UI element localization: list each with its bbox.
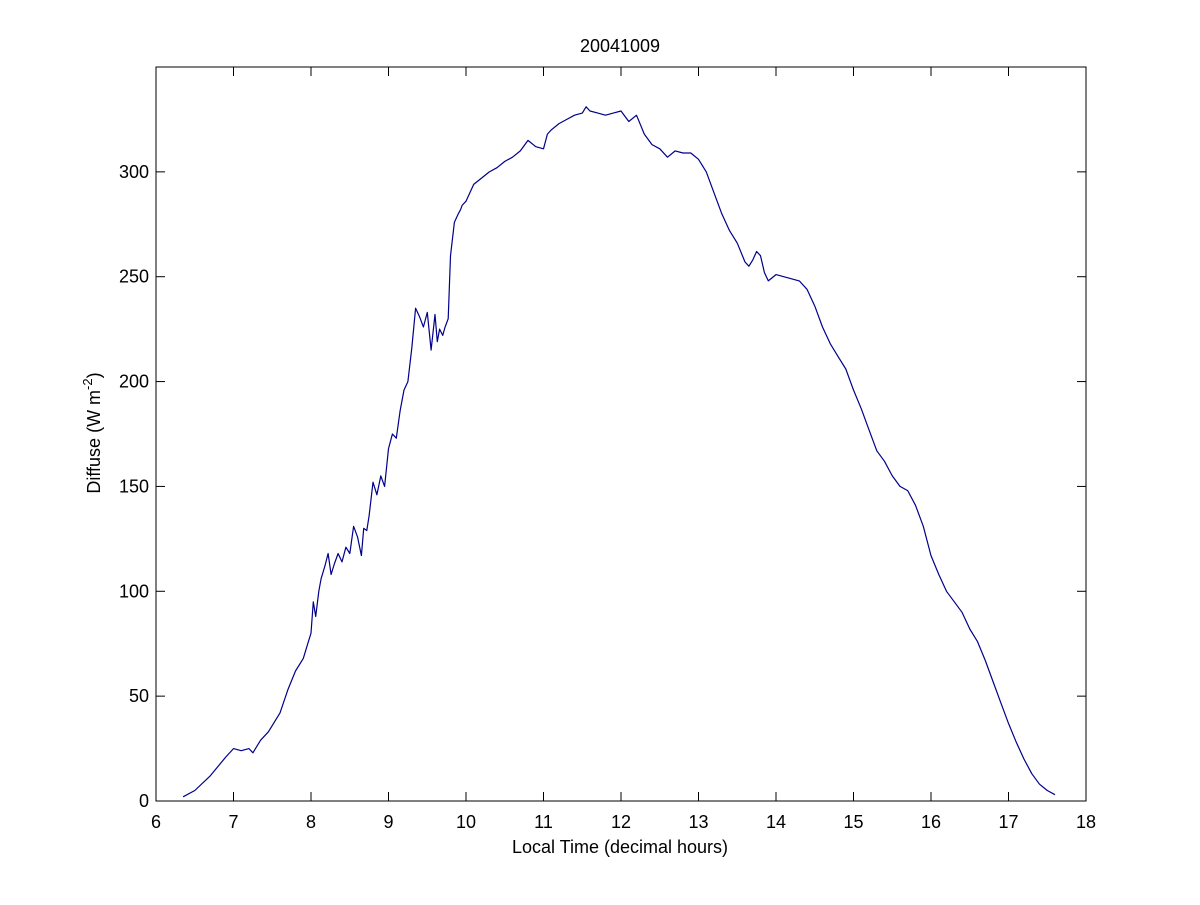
y-tick-label: 50 [129, 686, 149, 706]
y-tick-label: 150 [119, 476, 149, 496]
x-tick-label: 14 [766, 812, 786, 832]
y-tick-label: 100 [119, 581, 149, 601]
y-tick-label: 0 [139, 791, 149, 811]
x-tick-label: 7 [228, 812, 238, 832]
x-axis-label: Local Time (decimal hours) [512, 837, 728, 857]
series-line-diffuse [182, 106, 1056, 798]
y-axis-label: Diffuse (W m-2) [80, 372, 104, 493]
y-axis-label-main: Diffuse (W m [84, 390, 104, 494]
y-axis-label-superscript: -2 [80, 378, 95, 390]
x-tick-label: 11 [534, 812, 553, 832]
x-tick-label: 8 [306, 812, 316, 832]
y-axis-label-end: ) [84, 372, 104, 378]
x-tick-label: 16 [921, 812, 941, 832]
x-tick-label: 10 [456, 812, 476, 832]
x-tick-label: 6 [151, 812, 161, 832]
x-tick-label: 9 [383, 812, 393, 832]
x-tick-label: 13 [688, 812, 708, 832]
x-tick-label: 17 [998, 812, 1018, 832]
x-tick-label: 18 [1076, 812, 1096, 832]
y-tick-label: 300 [119, 162, 149, 182]
x-tick-label: 12 [611, 812, 631, 832]
x-tick-label: 15 [843, 812, 863, 832]
chart-title: 20041009 [580, 36, 660, 56]
y-tick-label: 200 [119, 372, 149, 392]
y-tick-label: 250 [119, 267, 149, 287]
